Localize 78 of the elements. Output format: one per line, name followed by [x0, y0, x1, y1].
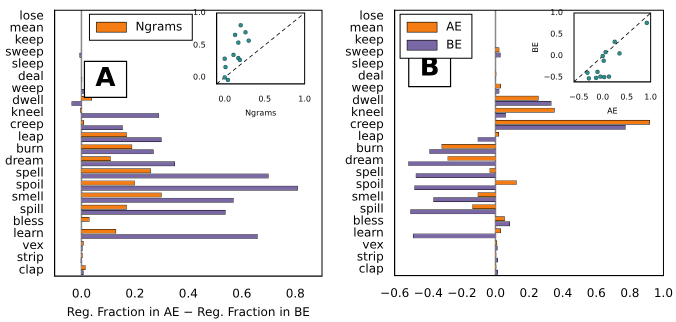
- y-tick-label: creep: [350, 116, 384, 131]
- x-tick-label: 1.0: [298, 94, 312, 104]
- y-tick-label: learn: [353, 226, 384, 240]
- x-tick-label: 0.8: [620, 286, 640, 300]
- y-tick-label: kneel: [351, 104, 384, 119]
- y-tick-label: −0.5: [544, 72, 564, 82]
- x-tick-label: −0.5: [569, 92, 589, 102]
- x-tick-label: 0.4: [178, 286, 198, 301]
- y-tick-label: creep: [10, 117, 44, 132]
- y-tick-label: mean: [10, 20, 44, 34]
- y-tick-label: sweep: [345, 44, 384, 59]
- y-tick-label: strip: [16, 250, 44, 264]
- x-tick-label: 0.2: [520, 286, 539, 300]
- y-tick-label: 0.5: [550, 30, 564, 39]
- y-tick-label: mean: [350, 20, 384, 34]
- y-tick-label: dream: [4, 153, 44, 168]
- y-tick-label: spill: [360, 201, 384, 216]
- x-tick-label: 0.0: [596, 92, 610, 102]
- x-tick-label: 0.6: [232, 286, 252, 301]
- x-tick-label: 0.0: [72, 286, 91, 301]
- annotation: A: [95, 63, 116, 94]
- y-tick-label: burn: [16, 141, 44, 156]
- x-tick-label: 0.5: [620, 92, 634, 102]
- x-axis-title: AE: [607, 106, 618, 116]
- y-tick-label: sweep: [5, 44, 44, 59]
- y-tick-label: spoil: [16, 178, 44, 192]
- x-tick-label: −0.4: [414, 286, 443, 300]
- y-tick-label: weep: [352, 80, 384, 95]
- y-tick-label: spell: [356, 165, 384, 180]
- y-tick-label: deal: [18, 68, 44, 83]
- y-tick-label: clap: [18, 262, 44, 276]
- y-tick-label: leap: [18, 129, 44, 144]
- y-tick-label: bless: [352, 213, 384, 228]
- y-tick-label: strip: [356, 250, 384, 264]
- x-tick-label: −0.2: [447, 286, 476, 300]
- x-tick-label: 0.2: [125, 286, 144, 301]
- y-tick-label: vex: [22, 238, 44, 252]
- y-tick-label: learn: [13, 226, 44, 240]
- y-tick-label: lose: [19, 8, 44, 22]
- y-tick-label: vex: [362, 238, 384, 252]
- x-axis-title: Ngrams: [245, 108, 276, 118]
- y-tick-label: keep: [354, 32, 384, 46]
- y-tick-label: kneel: [11, 105, 44, 120]
- y-tick-label: spill: [20, 202, 44, 216]
- y-tick-label: spoil: [356, 177, 384, 192]
- legend-label: BE: [446, 37, 462, 52]
- y-tick-label: deal: [358, 68, 384, 83]
- y-tick-label: 0.0: [192, 72, 206, 82]
- x-tick-label: 0.8: [286, 286, 305, 301]
- y-tick-label: weep: [12, 80, 44, 95]
- legend-label: AE: [446, 19, 462, 34]
- x-tick-label: 0.0: [486, 286, 506, 300]
- y-tick-label: leap: [358, 128, 384, 143]
- y-tick-label: 0.0: [550, 51, 564, 60]
- x-tick-label: 0.4: [553, 286, 572, 300]
- y-tick-label: dwell: [352, 92, 384, 107]
- x-tick-label: 1.0: [654, 286, 674, 300]
- y-tick-label: smell: [12, 190, 44, 204]
- y-axis-title: BE: [530, 42, 540, 53]
- legend-label: Ngrams: [135, 19, 182, 34]
- y-tick-label: dwell: [12, 93, 44, 108]
- x-tick-label: −0.6: [380, 286, 410, 300]
- x-tick-label: 0.6: [586, 286, 606, 300]
- y-tick-label: dream: [344, 153, 384, 168]
- y-tick-label: spell: [16, 166, 44, 180]
- y-tick-label: burn: [356, 141, 384, 156]
- y-tick-label: lose: [359, 8, 384, 22]
- y-tick-label: sleep: [352, 56, 384, 71]
- y-tick-label: 0.5: [192, 40, 206, 50]
- y-tick-label: sleep: [12, 56, 44, 71]
- x-tick-label: 0.0: [218, 94, 232, 104]
- x-tick-label: 1.0: [644, 92, 658, 102]
- y-tick-label: bless: [12, 214, 44, 228]
- x-tick-label: 0.5: [258, 94, 272, 104]
- y-tick-label: keep: [14, 32, 44, 47]
- y-tick-label: smell: [352, 189, 384, 204]
- x-axis-title: Reg. Fraction in AE − Reg. Fraction in BE: [66, 304, 310, 319]
- y-tick-label: clap: [358, 262, 384, 276]
